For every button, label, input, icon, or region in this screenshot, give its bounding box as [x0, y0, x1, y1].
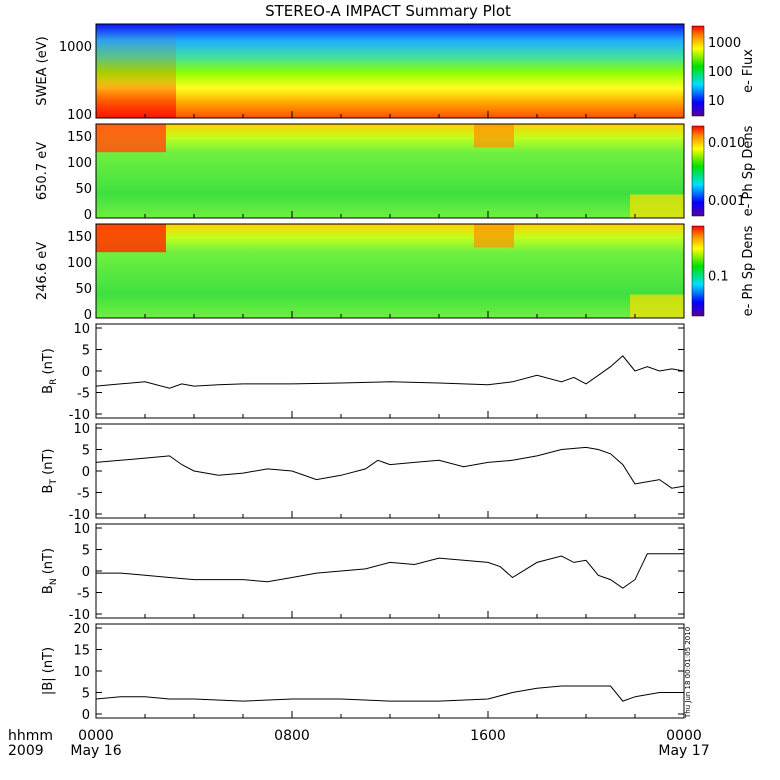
- y-tick-label-bn: 10: [73, 522, 90, 537]
- y-axis-label-bn: BN (nT): [41, 548, 59, 594]
- y-tick-label-swea: 100: [67, 108, 92, 123]
- y-tick-label-pad650: 150: [67, 130, 92, 145]
- y-tick-label-swea: 1000: [59, 40, 92, 55]
- colorbar-pad650: [691, 125, 705, 217]
- y-tick-label-bt: 5: [82, 444, 90, 459]
- y-tick-label-br: -5: [77, 387, 90, 402]
- panel-frame-bt: [95, 423, 685, 519]
- y-tick-label-bmag: 0: [82, 708, 90, 723]
- panel-frame-br: [95, 323, 685, 419]
- pad-warm-region-2: [474, 224, 514, 248]
- y-tick-label-pad246: 50: [75, 282, 92, 297]
- swea-spectrogram-fill: [96, 24, 684, 118]
- y-tick-label-pad650: 50: [75, 182, 92, 197]
- y-tick-label-br: -10: [69, 408, 90, 423]
- pad-spectrogram-fill-2: [96, 224, 684, 318]
- y-tick-label-bt: 0: [82, 465, 90, 480]
- x-tick-0800: 0800: [274, 728, 310, 744]
- y-axis-label-bt: BT (nT): [41, 449, 59, 494]
- y-tick-label-bt: -5: [77, 487, 90, 502]
- pad-warm-bottom-1: [630, 194, 684, 218]
- x-tick-1600: 1600: [470, 728, 506, 744]
- x-tick-0000-end: 0000: [666, 728, 702, 744]
- y-tick-label-bt: 10: [73, 422, 90, 437]
- colorbar-label-pad246: e- Ph Sp Dens: [741, 225, 756, 316]
- chart-title: STEREO-A IMPACT Summary Plot: [265, 2, 511, 20]
- y-tick-label-br: 5: [82, 344, 90, 359]
- y-axis-label-bmag: |B| (nT): [41, 647, 56, 695]
- colorbar-label-swea: e- Flux: [741, 49, 756, 93]
- time-format-label: hhmm: [8, 728, 53, 744]
- y-tick-label-bt: -10: [69, 508, 90, 523]
- y-tick-label-pad246: 100: [67, 256, 92, 271]
- colorbar-pad246: [691, 225, 705, 317]
- y-tick-label-br: 0: [82, 365, 90, 380]
- y-axis-label-pad246: 246.6 eV: [35, 242, 50, 300]
- colorbar-tick-label-pad246: 0.1: [708, 270, 729, 285]
- timestamp-label: Thu Jun 18 00:01:05 2010: [684, 627, 692, 719]
- y-axis-label-pad650: 650.7 eV: [35, 142, 50, 200]
- pad-spectrogram-fill-1: [96, 124, 684, 218]
- y-axis-label-br: BR (nT): [41, 348, 59, 394]
- y-axis-label-swea: SWEA (eV): [35, 36, 50, 105]
- colorbar-tick-label-pad650: 0.001: [708, 194, 745, 209]
- y-tick-label-bn: 0: [82, 565, 90, 580]
- y-tick-label-bmag: 15: [73, 644, 90, 659]
- series-line-bmag: [95, 685, 684, 702]
- panel-frame-bn: [95, 523, 685, 619]
- y-tick-label-bmag: 5: [82, 687, 90, 702]
- colorbar-tick-label-pad650: 0.010: [708, 136, 745, 151]
- x-tick-0000-start: 0000: [78, 728, 114, 744]
- panel-frame-bmag: [95, 623, 685, 719]
- date-label-start: May 16: [70, 743, 121, 759]
- colorbar-tick-label-swea: 10: [708, 94, 725, 109]
- colorbar-tick-label-swea: 1000: [708, 36, 741, 51]
- series-line-bt: [95, 446, 685, 489]
- y-tick-label-pad650: 100: [67, 156, 92, 171]
- swea-hot-region: [96, 24, 176, 118]
- y-tick-label-bmag: 10: [73, 665, 90, 680]
- colorbar-swea: [691, 25, 705, 117]
- series-line-bn: [96, 553, 684, 589]
- series-line-br: [95, 355, 685, 389]
- pad-warm-region-1: [474, 124, 514, 148]
- pad-hot-region-2: [96, 224, 166, 253]
- y-tick-label-bmag: 20: [73, 622, 90, 637]
- colorbar-label-pad650: e- Ph Sp Dens: [741, 125, 756, 216]
- colorbar-tick-label-swea: 100: [708, 65, 733, 80]
- pad-hot-region-1: [96, 124, 166, 153]
- y-tick-label-bn: 5: [82, 544, 90, 559]
- y-tick-label-pad650: 0: [84, 208, 92, 223]
- year-label: 2009: [8, 743, 44, 759]
- y-tick-label-pad246: 0: [84, 308, 92, 323]
- y-tick-label-bn: -5: [77, 587, 90, 602]
- pad-warm-bottom-2: [630, 294, 684, 318]
- date-label-end: May 17: [658, 743, 709, 759]
- y-tick-label-br: 10: [73, 322, 90, 337]
- y-tick-label-pad246: 150: [67, 230, 92, 245]
- y-tick-label-bn: -10: [69, 608, 90, 623]
